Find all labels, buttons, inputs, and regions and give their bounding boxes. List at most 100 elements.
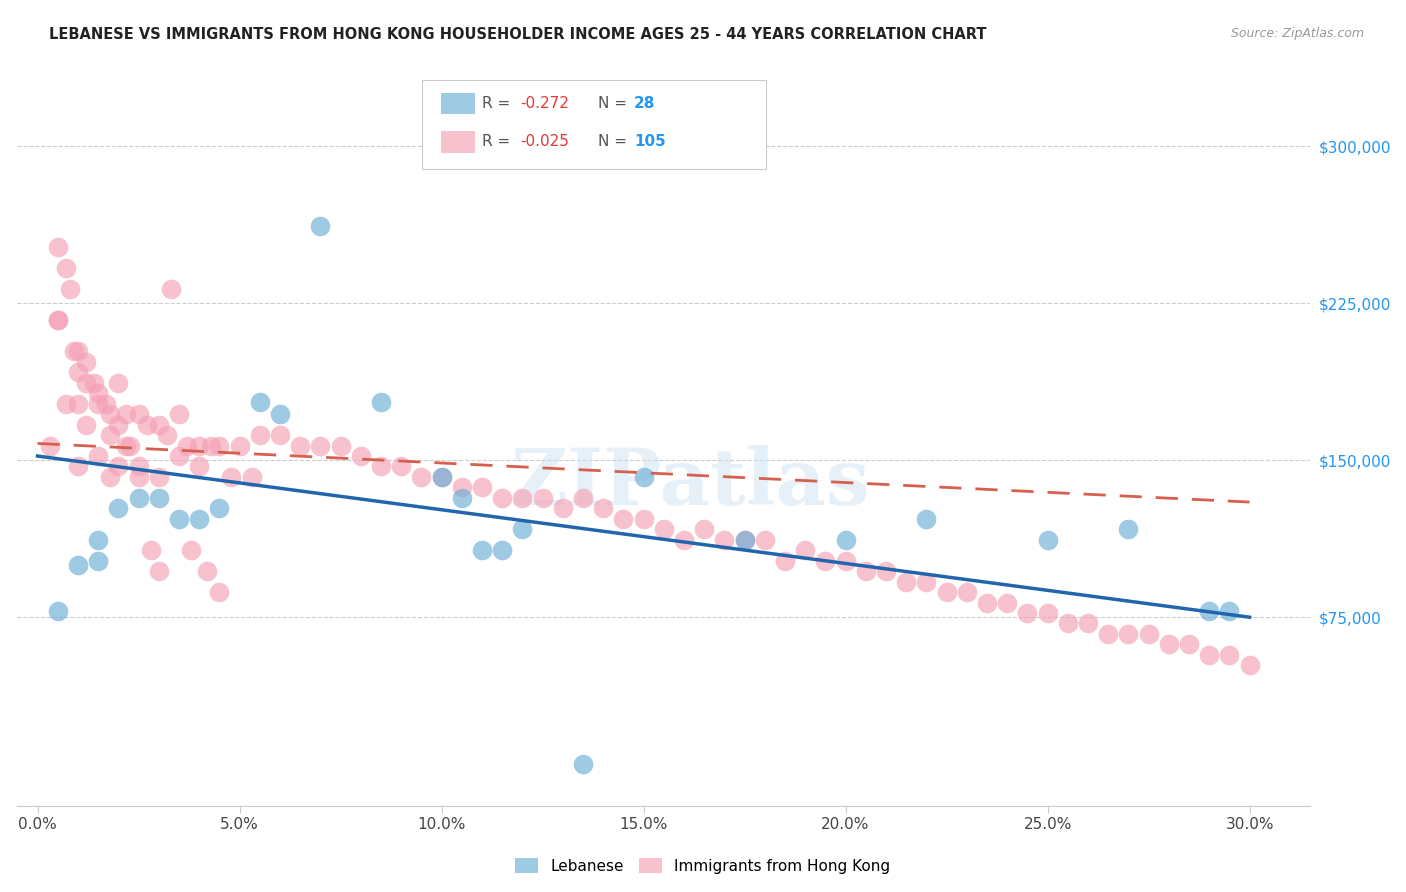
Point (200, 439, 222, 453)
Point (1077, 616, 1099, 631)
Point (148, 564, 170, 578)
Point (551, 501, 574, 516)
Point (512, 491, 534, 505)
Point (87, 554, 110, 568)
Point (1118, 627, 1140, 641)
Point (309, 219, 332, 233)
Point (249, 428, 271, 442)
Point (195, 564, 218, 578)
Point (66, 344, 89, 359)
Point (107, 501, 129, 516)
Point (128, 491, 150, 505)
Text: N =: N = (598, 96, 631, 111)
Point (135, 417, 157, 432)
Point (66, 365, 89, 379)
Point (75, 376, 97, 390)
Point (188, 512, 211, 526)
Point (148, 491, 170, 505)
Point (1017, 606, 1039, 620)
Point (63, 344, 86, 359)
Point (167, 512, 190, 526)
Point (208, 439, 231, 453)
Point (107, 459, 129, 474)
Point (592, 501, 614, 516)
Point (66, 558, 89, 572)
Point (66, 459, 89, 474)
Point (471, 480, 494, 494)
Point (46, 240, 69, 254)
Point (1118, 522, 1140, 536)
Point (38, 439, 60, 453)
Point (98, 407, 121, 421)
Point (188, 459, 211, 474)
Text: 105: 105 (634, 135, 666, 149)
Point (430, 470, 453, 484)
Text: R =: R = (482, 135, 516, 149)
Point (148, 417, 170, 432)
Point (430, 470, 453, 484)
Point (935, 585, 957, 599)
Point (288, 439, 311, 453)
Point (1178, 637, 1201, 651)
Point (956, 585, 979, 599)
Point (208, 501, 231, 516)
Point (180, 543, 202, 558)
Point (176, 439, 198, 453)
Point (389, 459, 412, 474)
Point (55, 260, 77, 275)
Point (87, 449, 110, 463)
Legend: Lebanese, Immigrants from Hong Kong: Lebanese, Immigrants from Hong Kong (509, 852, 897, 880)
Point (1157, 637, 1180, 651)
Point (59, 282, 82, 296)
Point (115, 439, 138, 453)
Point (734, 533, 756, 547)
Point (55, 397, 77, 411)
Point (148, 470, 170, 484)
Point (633, 512, 655, 526)
Point (1239, 658, 1261, 673)
Point (188, 439, 211, 453)
Point (572, 491, 595, 505)
Point (1097, 627, 1119, 641)
Point (46, 604, 69, 618)
Point (98, 470, 121, 484)
Point (370, 394, 392, 409)
Point (75, 417, 97, 432)
Point (350, 449, 373, 463)
Point (128, 407, 150, 421)
Point (491, 543, 513, 558)
Point (1218, 604, 1240, 618)
Point (471, 543, 494, 558)
Text: R =: R = (482, 96, 516, 111)
Point (794, 543, 817, 558)
Point (754, 533, 776, 547)
Point (976, 596, 998, 610)
Point (107, 417, 129, 432)
Point (572, 756, 595, 771)
Point (269, 407, 291, 421)
Point (128, 470, 150, 484)
Point (240, 470, 263, 484)
Point (995, 596, 1018, 610)
Text: Source: ZipAtlas.com: Source: ZipAtlas.com (1230, 27, 1364, 40)
Point (83, 376, 105, 390)
Text: -0.025: -0.025 (520, 135, 569, 149)
Point (773, 554, 796, 568)
Point (1198, 604, 1220, 618)
Point (249, 394, 271, 409)
Point (652, 522, 675, 536)
Point (128, 459, 150, 474)
Point (208, 585, 231, 599)
Point (87, 397, 110, 411)
Text: N =: N = (598, 135, 631, 149)
Point (87, 533, 110, 547)
Text: -0.272: -0.272 (520, 96, 569, 111)
Point (633, 470, 655, 484)
Point (309, 439, 332, 453)
Point (329, 439, 352, 453)
Point (269, 428, 291, 442)
Point (87, 386, 110, 401)
Point (139, 543, 162, 558)
Point (612, 512, 634, 526)
Point (221, 470, 243, 484)
